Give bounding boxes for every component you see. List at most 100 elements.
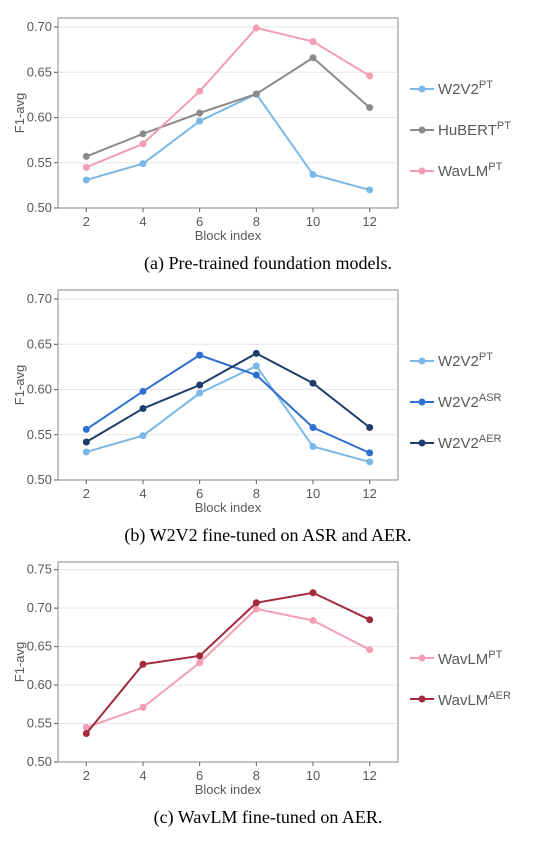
legend: W2V2PT HuBERTPT WavLMPT [410,79,511,180]
series-marker [310,443,317,450]
series-marker [366,72,373,79]
chart-caption: (a) Pre-trained foundation models. [10,253,526,274]
legend-item: WavLMPT [410,161,511,180]
series-marker [83,439,90,446]
series-marker [253,372,260,379]
chart-caption: (b) W2V2 fine-tuned on ASR and AER. [10,525,526,546]
series-marker [366,458,373,465]
chart-row: 0.500.550.600.650.7024681012Block indexF… [10,10,526,249]
x-tick-label: 12 [362,214,376,229]
series-marker [310,589,317,596]
series-marker [366,449,373,456]
x-tick-label: 2 [83,768,90,783]
x-tick-label: 6 [196,214,203,229]
legend-swatch [410,442,434,444]
legend-item: W2V2ASR [410,392,501,411]
series-marker [310,617,317,624]
x-tick-label: 4 [139,768,146,783]
series-marker [310,171,317,178]
x-tick-label: 10 [306,214,320,229]
y-tick-label: 0.65 [27,336,52,351]
y-tick-label: 0.60 [27,110,52,125]
x-tick-label: 4 [139,486,146,501]
legend-swatch [410,657,434,659]
series-marker [140,160,147,167]
series-marker [140,661,147,668]
y-axis-label: F1-avg [12,365,27,405]
legend-item: HuBERTPT [410,120,511,139]
series-marker [83,164,90,171]
legend-label: HuBERTPT [438,120,511,139]
y-tick-label: 0.70 [27,600,52,615]
chart-svg: 0.500.550.600.650.700.7524681012Block in… [10,554,404,798]
x-tick-label: 2 [83,486,90,501]
series-marker [310,54,317,61]
chart-row: 0.500.550.600.650.700.7524681012Block in… [10,554,526,803]
x-tick-label: 8 [253,768,260,783]
y-tick-label: 0.55 [27,155,52,170]
y-axis-label: F1-avg [12,642,27,682]
legend-item: WavLMAER [410,690,511,709]
legend-label: W2V2PT [438,79,493,98]
y-tick-label: 0.75 [27,562,52,577]
chart-container: 0.500.550.600.650.7024681012Block indexF… [10,10,526,274]
x-axis-label: Block index [195,782,262,797]
x-tick-label: 4 [139,214,146,229]
series-marker [83,426,90,433]
y-tick-label: 0.70 [27,291,52,306]
series-marker [196,118,203,125]
chart-container: 0.500.550.600.650.7024681012Block indexF… [10,282,526,546]
series-marker [366,424,373,431]
legend-label: WavLMPT [438,649,502,668]
y-tick-label: 0.60 [27,677,52,692]
series-marker [310,380,317,387]
x-tick-label: 10 [306,768,320,783]
legend-label: W2V2PT [438,351,493,370]
legend: W2V2PT W2V2ASR W2V2AER [410,351,501,452]
series-marker [310,38,317,45]
series-marker [310,424,317,431]
series-marker [366,646,373,653]
series-marker [83,153,90,160]
legend-swatch [410,170,434,172]
x-tick-label: 8 [253,486,260,501]
y-tick-label: 0.55 [27,427,52,442]
y-axis-label: F1-avg [12,93,27,133]
chart-container: 0.500.550.600.650.700.7524681012Block in… [10,554,526,828]
x-tick-label: 6 [196,486,203,501]
series-marker [253,363,260,370]
y-tick-label: 0.65 [27,64,52,79]
y-tick-label: 0.55 [27,716,52,731]
series-marker [366,616,373,623]
x-tick-label: 2 [83,214,90,229]
x-tick-label: 12 [362,768,376,783]
series-marker [366,186,373,193]
series-marker [140,140,147,147]
legend-item: W2V2AER [410,433,501,452]
legend-item: W2V2PT [410,351,501,370]
chart-plot: 0.500.550.600.650.700.7524681012Block in… [10,554,404,803]
y-tick-label: 0.50 [27,754,52,769]
series-marker [253,350,260,357]
chart-caption: (c) WavLM fine-tuned on AER. [10,807,526,828]
y-tick-label: 0.50 [27,472,52,487]
legend-label: WavLMAER [438,690,511,709]
legend-swatch [410,129,434,131]
series-marker [140,130,147,137]
y-tick-label: 0.50 [27,200,52,215]
y-tick-label: 0.65 [27,639,52,654]
x-tick-label: 10 [306,486,320,501]
series-marker [196,652,203,659]
series-marker [83,448,90,455]
series-marker [196,382,203,389]
x-tick-label: 8 [253,214,260,229]
series-marker [253,605,260,612]
series-marker [253,24,260,31]
series-marker [196,352,203,359]
series-marker [83,176,90,183]
chart-plot: 0.500.550.600.650.7024681012Block indexF… [10,282,404,521]
series-marker [140,704,147,711]
series-marker [140,405,147,412]
legend-item: WavLMPT [410,649,511,668]
series-marker [196,659,203,666]
